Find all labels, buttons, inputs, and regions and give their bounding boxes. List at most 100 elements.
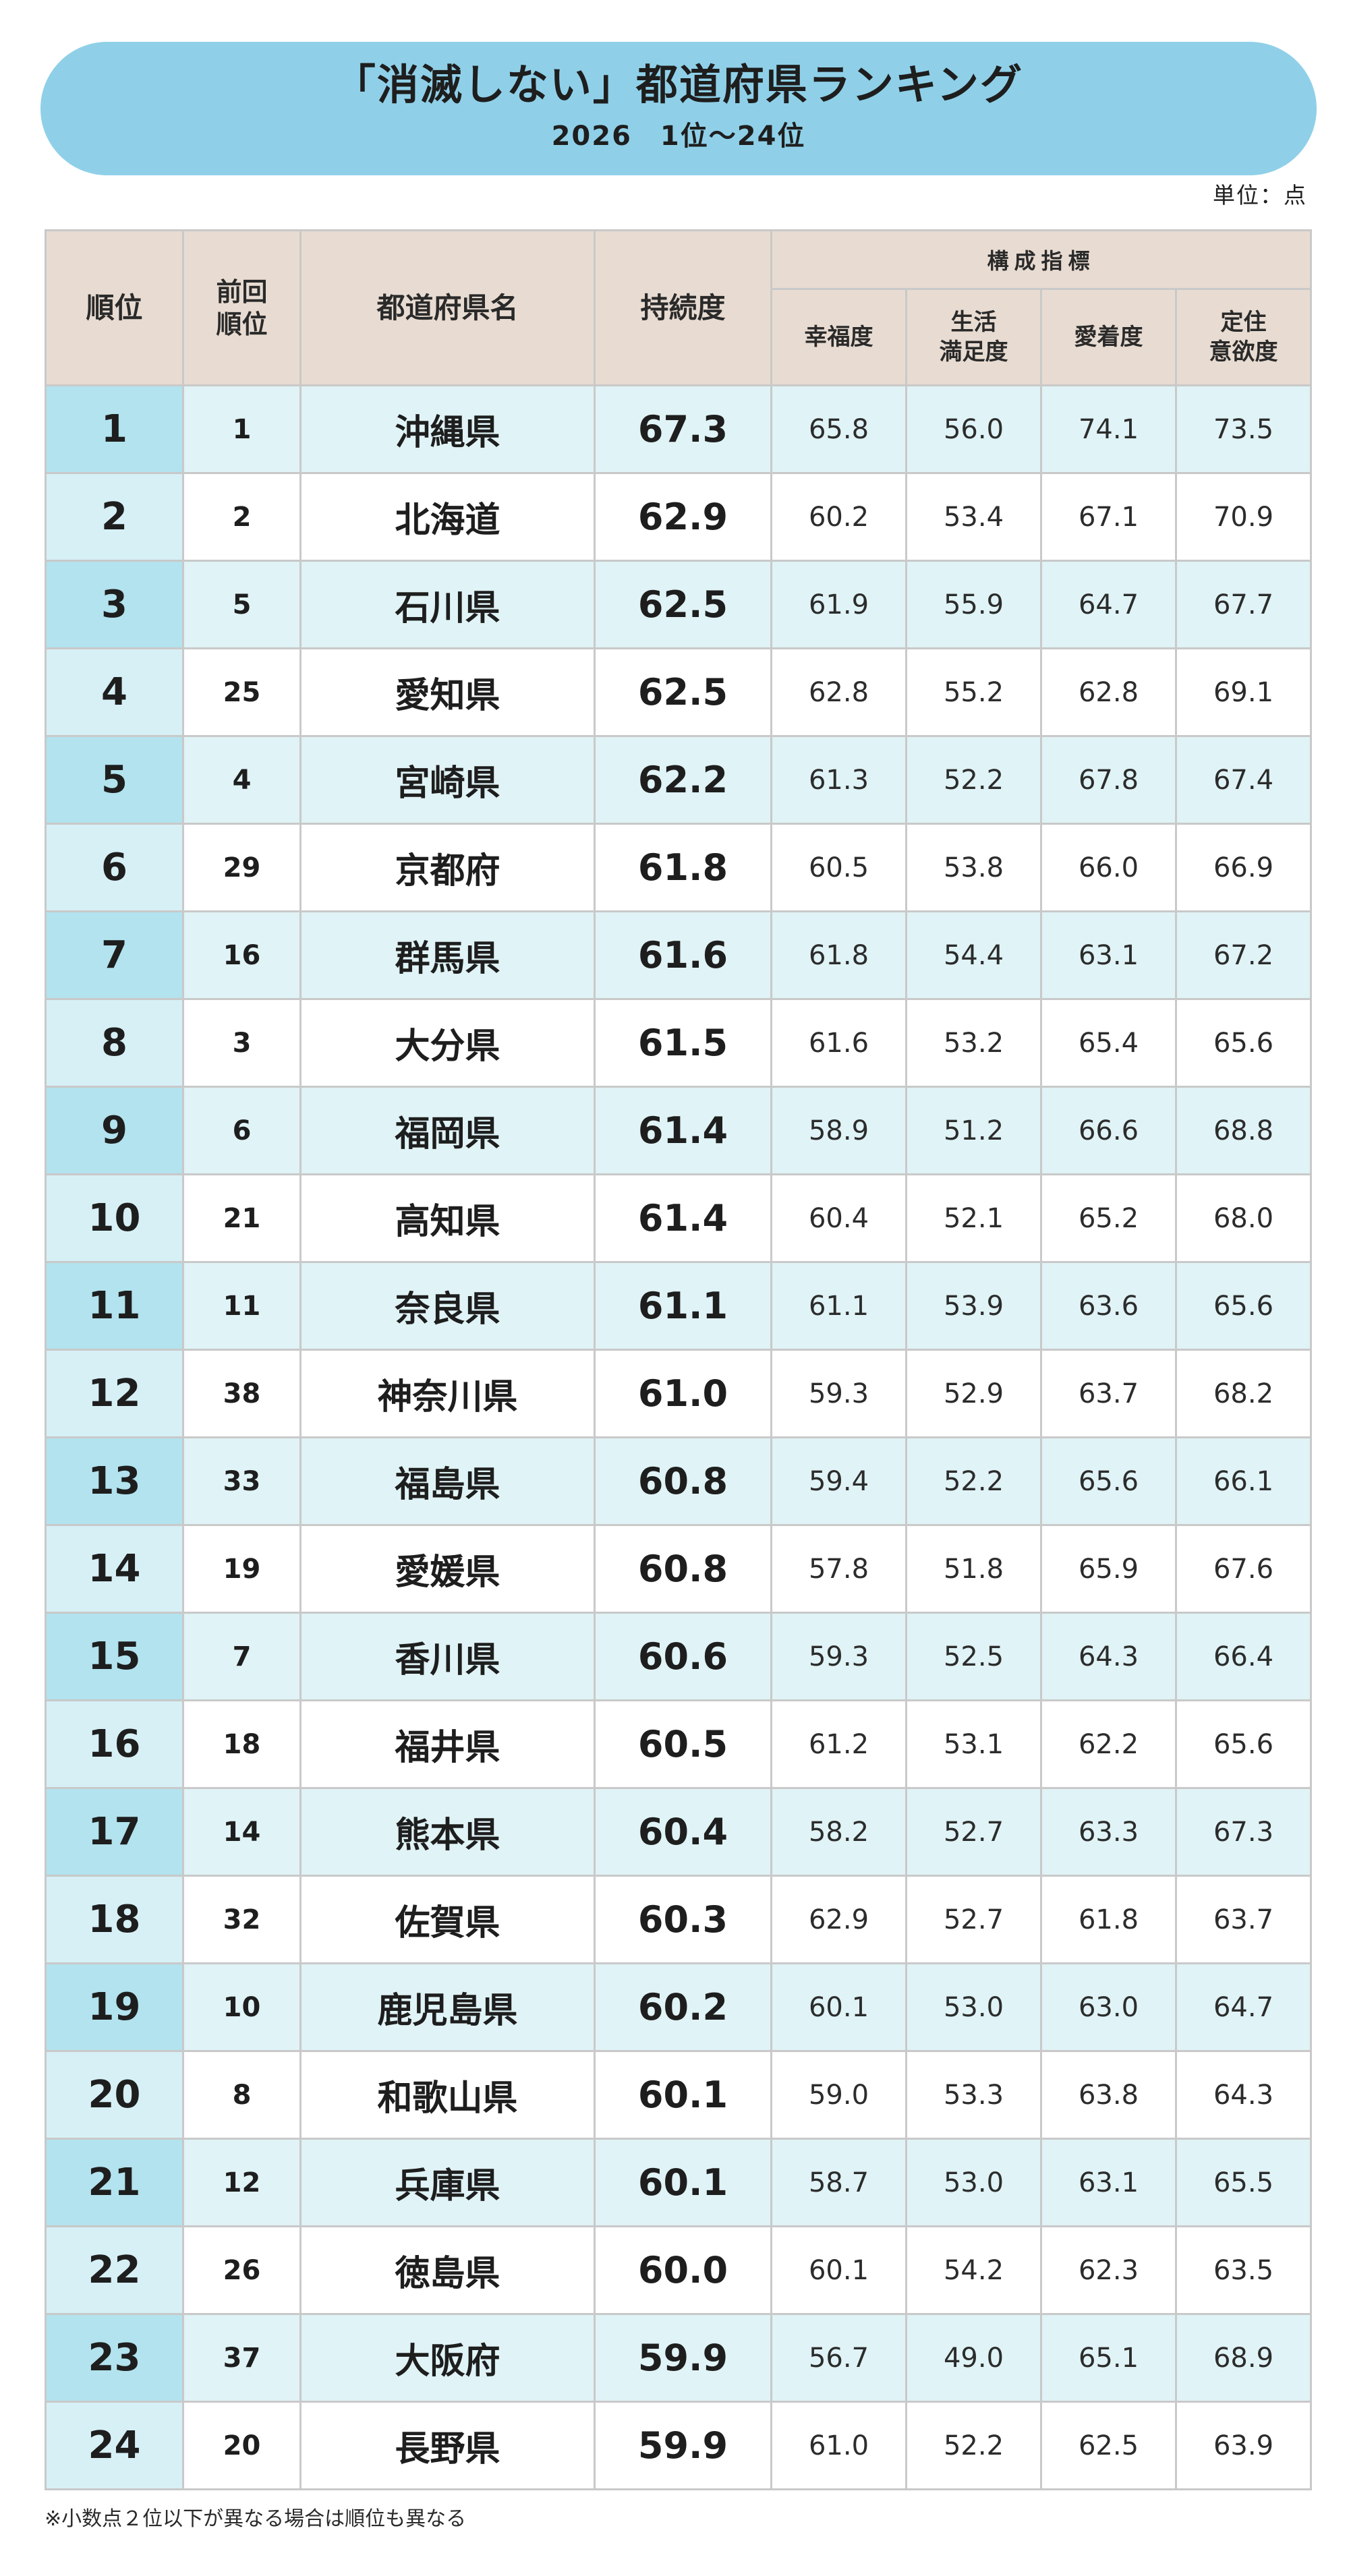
header-settle: 定住 意欲度 xyxy=(1174,288,1313,386)
sustainability-cell: 61.0 xyxy=(594,1349,772,1438)
settle-cell: 68.8 xyxy=(1174,1086,1313,1175)
ranking-table: 順位 前回 順位 都道府県名 持続度 構成指標 幸福度 生活 満足度 愛着度 定… xyxy=(45,229,1313,2490)
rank-cell: 19 xyxy=(45,1962,184,2052)
rank-cell: 14 xyxy=(45,1524,184,1614)
happiness-cell: 59.4 xyxy=(770,1436,907,1526)
prev-rank-cell: 2 xyxy=(182,472,302,562)
attachment-cell: 62.8 xyxy=(1040,647,1177,737)
satisfaction-cell: 53.1 xyxy=(905,1699,1042,1789)
rank-cell: 9 xyxy=(45,1086,184,1175)
sustainability-cell: 60.5 xyxy=(594,1699,772,1789)
rank-cell: 16 xyxy=(45,1699,184,1789)
settle-cell: 63.5 xyxy=(1174,2225,1313,2315)
happiness-cell: 61.8 xyxy=(770,910,907,1000)
satisfaction-cell: 53.9 xyxy=(905,1261,1042,1351)
prefecture-cell: 香川県 xyxy=(299,1612,596,1701)
settle-cell: 73.5 xyxy=(1174,384,1313,474)
table-row: 23 37 大阪府 59.9 56.7 49.0 65.1 68.9 xyxy=(45,2313,1313,2403)
table-row: 8 3 大分県 61.5 61.6 53.2 65.4 65.6 xyxy=(45,998,1313,1088)
happiness-cell: 58.7 xyxy=(770,2138,907,2227)
satisfaction-cell: 55.2 xyxy=(905,647,1042,737)
attachment-cell: 65.4 xyxy=(1040,998,1177,1088)
settle-cell: 69.1 xyxy=(1174,647,1313,737)
prefecture-cell: 高知県 xyxy=(299,1173,596,1263)
prev-rank-cell: 21 xyxy=(182,1173,302,1263)
happiness-cell: 61.6 xyxy=(770,998,907,1088)
table-row: 9 6 福岡県 61.4 58.9 51.2 66.6 68.8 xyxy=(45,1086,1313,1175)
prefecture-cell: 佐賀県 xyxy=(299,1875,596,1964)
sustainability-cell: 61.1 xyxy=(594,1261,772,1351)
prefecture-cell: 兵庫県 xyxy=(299,2138,596,2227)
attachment-cell: 63.8 xyxy=(1040,2050,1177,2140)
prefecture-cell: 福島県 xyxy=(299,1436,596,1526)
prev-rank-cell: 25 xyxy=(182,647,302,737)
sustainability-cell: 61.4 xyxy=(594,1086,772,1175)
satisfaction-cell: 53.0 xyxy=(905,2138,1042,2227)
satisfaction-cell: 53.3 xyxy=(905,2050,1042,2140)
happiness-cell: 60.1 xyxy=(770,1962,907,2052)
prev-rank-cell: 7 xyxy=(182,1612,302,1701)
table-row: 21 12 兵庫県 60.1 58.7 53.0 63.1 65.5 xyxy=(45,2138,1313,2227)
sustainability-cell: 60.8 xyxy=(594,1524,772,1614)
happiness-cell: 56.7 xyxy=(770,2313,907,2403)
table-row: 12 38 神奈川県 61.0 59.3 52.9 63.7 68.2 xyxy=(45,1349,1313,1438)
attachment-cell: 63.6 xyxy=(1040,1261,1177,1351)
rank-cell: 1 xyxy=(45,384,184,474)
rank-cell: 23 xyxy=(45,2313,184,2403)
header-prev-rank: 前回 順位 xyxy=(182,229,302,386)
satisfaction-cell: 52.2 xyxy=(905,2401,1042,2490)
subheader-row: 幸福度 生活 満足度 愛着度 定住 意欲度 xyxy=(46,288,1313,386)
header-attachment: 愛着度 xyxy=(1040,288,1177,386)
attachment-cell: 62.3 xyxy=(1040,2225,1177,2315)
happiness-cell: 57.8 xyxy=(770,1524,907,1614)
unit-label: 単位：点 xyxy=(1213,182,1307,208)
attachment-cell: 67.8 xyxy=(1040,735,1177,825)
attachment-cell: 74.1 xyxy=(1040,384,1177,474)
prev-rank-cell: 37 xyxy=(182,2313,302,2403)
satisfaction-cell: 52.9 xyxy=(905,1349,1042,1438)
rank-cell: 6 xyxy=(45,823,184,912)
prev-rank-cell: 16 xyxy=(182,910,302,1000)
rank-cell: 24 xyxy=(45,2401,184,2490)
prefecture-cell: 愛媛県 xyxy=(299,1524,596,1614)
happiness-cell: 58.9 xyxy=(770,1086,907,1175)
header-prev-rank-label: 前回 順位 xyxy=(216,276,268,339)
rank-cell: 8 xyxy=(45,998,184,1088)
attachment-cell: 63.3 xyxy=(1040,1787,1177,1877)
satisfaction-cell: 52.5 xyxy=(905,1612,1042,1701)
settle-cell: 63.7 xyxy=(1174,1875,1313,1964)
attachment-cell: 62.2 xyxy=(1040,1699,1177,1789)
settle-cell: 64.7 xyxy=(1174,1962,1313,2052)
prev-rank-cell: 18 xyxy=(182,1699,302,1789)
sustainability-cell: 60.0 xyxy=(594,2225,772,2315)
rank-cell: 7 xyxy=(45,910,184,1000)
settle-cell: 65.6 xyxy=(1174,1261,1313,1351)
prev-rank-cell: 14 xyxy=(182,1787,302,1877)
prev-rank-cell: 10 xyxy=(182,1962,302,2052)
sustainability-cell: 62.5 xyxy=(594,560,772,649)
sustainability-cell: 62.2 xyxy=(594,735,772,825)
attachment-cell: 65.1 xyxy=(1040,2313,1177,2403)
table-row: 15 7 香川県 60.6 59.3 52.5 64.3 66.4 xyxy=(45,1612,1313,1701)
sustainability-cell: 60.8 xyxy=(594,1436,772,1526)
happiness-cell: 61.3 xyxy=(770,735,907,825)
sustainability-cell: 67.3 xyxy=(594,384,772,474)
prev-rank-cell: 5 xyxy=(182,560,302,649)
satisfaction-cell: 53.0 xyxy=(905,1962,1042,2052)
prev-rank-cell: 1 xyxy=(182,384,302,474)
header-rank: 順位 xyxy=(45,229,184,386)
attachment-cell: 61.8 xyxy=(1040,1875,1177,1964)
table-row: 1 1 沖縄県 67.3 65.8 56.0 74.1 73.5 xyxy=(45,384,1313,474)
settle-cell: 67.4 xyxy=(1174,735,1313,825)
prefecture-cell: 大阪府 xyxy=(299,2313,596,2403)
prev-rank-cell: 12 xyxy=(182,2138,302,2227)
satisfaction-cell: 52.1 xyxy=(905,1173,1042,1263)
prev-rank-cell: 32 xyxy=(182,1875,302,1964)
table-row: 20 8 和歌山県 60.1 59.0 53.3 63.8 64.3 xyxy=(45,2050,1313,2140)
sustainability-cell: 60.4 xyxy=(594,1787,772,1877)
happiness-cell: 61.9 xyxy=(770,560,907,649)
settle-cell: 63.9 xyxy=(1174,2401,1313,2490)
settle-cell: 68.2 xyxy=(1174,1349,1313,1438)
table-row: 6 29 京都府 61.8 60.5 53.8 66.0 66.9 xyxy=(45,823,1313,912)
attachment-cell: 62.5 xyxy=(1040,2401,1177,2490)
